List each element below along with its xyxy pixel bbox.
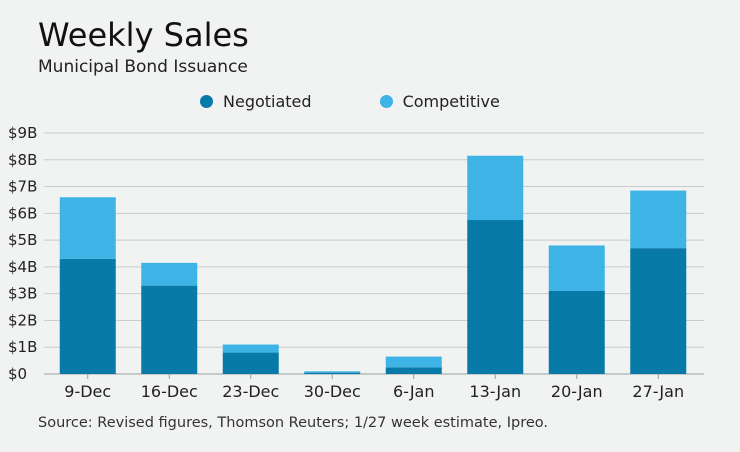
y-tick-label: $8B (8, 151, 37, 169)
legend-label-competitive: Competitive (402, 91, 500, 111)
x-tick-label: 9-Dec (64, 382, 111, 401)
stacked-bar-chart: $0 $1B $2B $3B $4B $5B $6B $7B $8B $9B 9-Dec 16-Dec… (8, 124, 704, 401)
bar-negotiated-6-jan (385, 367, 442, 374)
x-tick-label: 6-Jan (393, 382, 435, 401)
bar-negotiated-16-dec (141, 285, 198, 374)
source-note: Source: Revised figures, Thomson Reuters… (38, 415, 548, 431)
bar-negotiated-30-dec (304, 372, 361, 374)
bar-negotiated-20-jan (548, 290, 605, 374)
legend-swatch-competitive (379, 94, 393, 108)
bar-negotiated-13-jan (467, 220, 524, 374)
y-tick-label: $1B (8, 338, 37, 356)
chart-title: Weekly Sales (38, 16, 249, 54)
bar-competitive-20-jan (548, 245, 605, 291)
x-tick-label: 13-Jan (469, 382, 521, 401)
y-tick-label: $6B (8, 204, 37, 222)
bar-competitive-23-dec (222, 344, 279, 353)
legend-item-competitive: Competitive (379, 91, 500, 111)
y-tick-label: $4B (8, 258, 37, 276)
chart-subtitle: Municipal Bond Issuance (38, 57, 248, 77)
bar-competitive-6-jan (385, 356, 442, 368)
bar-competitive-30-dec (304, 371, 361, 373)
x-tick-label: 27-Jan (632, 382, 684, 401)
legend-label-negotiated: Negotiated (223, 91, 312, 111)
legend: Negotiated Competitive (200, 90, 568, 112)
x-tick-label: 20-Jan (551, 382, 603, 401)
bar-competitive-27-jan (630, 190, 687, 249)
bar-competitive-16-dec (141, 262, 198, 286)
x-tick-label: 30-Dec (304, 382, 361, 401)
legend-item-negotiated: Negotiated (200, 92, 312, 111)
y-tick-label: $3B (8, 285, 37, 303)
y-tick-label: $7B (8, 178, 37, 196)
bar-negotiated-23-dec (222, 352, 279, 374)
bar-negotiated-9-dec (59, 258, 116, 374)
y-tick-label: $5B (8, 231, 37, 249)
x-tick-label: 16-Dec (141, 382, 198, 401)
bar-competitive-13-jan (467, 155, 524, 221)
y-tick-label: $2B (8, 311, 37, 329)
bar-competitive-9-dec (59, 197, 116, 259)
y-tick-label: $0 (8, 365, 27, 383)
legend-swatch-negotiated (200, 94, 213, 108)
y-tick-label: $9B (8, 124, 37, 142)
bar-negotiated-27-jan (630, 248, 687, 374)
x-tick-label: 23-Dec (222, 382, 279, 401)
